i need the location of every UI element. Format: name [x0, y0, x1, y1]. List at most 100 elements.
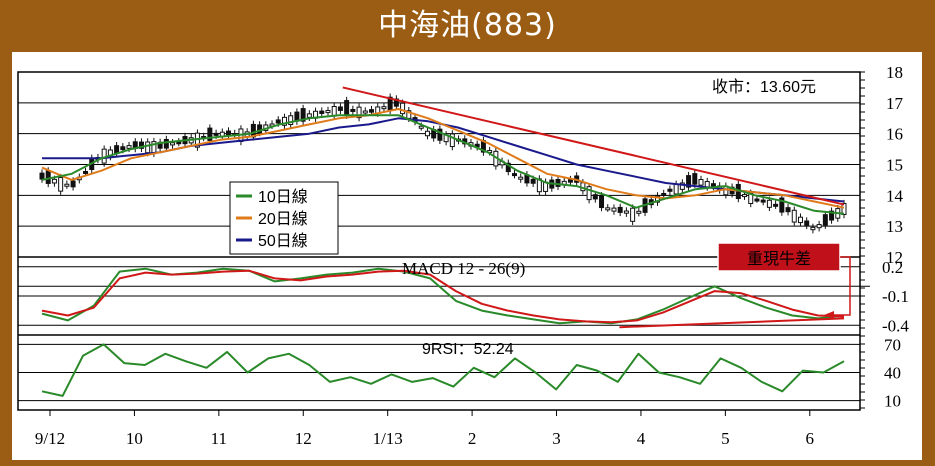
close-price-label: 收市：13.60元: [712, 78, 816, 96]
legend-label: 20日線: [258, 210, 308, 228]
candle: [692, 173, 698, 185]
page-title: 中海油(883): [378, 8, 557, 43]
candle: [275, 119, 281, 124]
x-tick-label: 2: [468, 429, 477, 448]
candle: [710, 183, 716, 188]
candle: [518, 176, 524, 180]
candle: [126, 145, 132, 149]
candle: [704, 181, 710, 188]
rsi-tick-label: 40: [884, 364, 901, 383]
candle: [617, 206, 623, 213]
candle: [163, 138, 169, 149]
candle: [226, 130, 232, 136]
candle: [779, 197, 785, 213]
annotation-pointer: [832, 256, 851, 316]
candle: [437, 128, 443, 141]
x-tick-label: 9/12: [35, 429, 65, 448]
candle: [362, 110, 368, 114]
candle: [567, 179, 573, 183]
price-trendline: [342, 86, 845, 206]
macd-tick-label: -0.4: [882, 316, 909, 335]
candle: [288, 115, 294, 125]
annotation-badge: [717, 242, 841, 272]
candle: [605, 207, 611, 211]
candle: [281, 116, 287, 126]
candle: [654, 195, 660, 203]
x-tick-label: 6: [806, 429, 815, 448]
candle: [766, 199, 772, 208]
candle: [58, 177, 64, 192]
x-tick-label: 10: [126, 429, 143, 448]
rsi-tick-label: 70: [884, 335, 901, 354]
candle: [449, 133, 455, 148]
legend-label: 10日線: [258, 188, 308, 206]
price-tick-label: 17: [886, 94, 904, 113]
candle: [39, 172, 45, 180]
candle: [45, 170, 51, 184]
candle: [773, 203, 779, 207]
rsi-line: [41, 343, 845, 397]
candle: [331, 106, 337, 117]
x-tick-label: 11: [211, 429, 227, 448]
annotation-arrowhead: [824, 311, 834, 319]
candle: [599, 195, 605, 209]
candle: [207, 127, 213, 141]
x-tick-label: 5: [721, 429, 730, 448]
rsi-title: 9RSI：52.24: [422, 341, 514, 358]
candle: [760, 199, 766, 203]
price-tick-label: 12: [886, 248, 903, 267]
candle: [673, 183, 679, 195]
candle: [381, 106, 387, 110]
candle: [511, 173, 517, 177]
candle: [145, 141, 151, 154]
candle: [83, 170, 89, 174]
candle: [300, 108, 306, 122]
candle: [636, 210, 642, 214]
candle: [586, 186, 592, 201]
candle: [822, 214, 828, 226]
candle: [555, 178, 561, 187]
candle: [611, 207, 617, 212]
candle: [70, 180, 76, 188]
candle: [661, 192, 667, 196]
price-tick-label: 14: [886, 186, 904, 205]
x-tick-label: 12: [295, 429, 312, 448]
candle: [797, 216, 803, 224]
candle: [816, 224, 822, 229]
price-tick-label: 15: [886, 156, 903, 175]
rsi-tick-label: 10: [884, 392, 901, 411]
candle: [810, 226, 816, 231]
candle: [530, 178, 536, 184]
candle: [785, 207, 791, 213]
price-tick-label: 13: [886, 217, 903, 236]
candle: [841, 203, 847, 216]
x-tick-label: 3: [552, 429, 561, 448]
candle: [742, 194, 748, 198]
candle: [686, 175, 692, 188]
candle: [337, 106, 343, 111]
candle: [400, 102, 406, 115]
candle: [424, 130, 430, 137]
candle: [257, 124, 263, 133]
annotation-label: 重現牛差: [747, 250, 811, 268]
candle: [791, 209, 797, 223]
candle: [213, 132, 219, 136]
x-tick-label: 4: [637, 429, 646, 448]
candle: [418, 125, 424, 129]
macd-title: MACD 12 - 26(9): [402, 259, 525, 278]
candle: [698, 179, 704, 186]
candle: [319, 110, 325, 114]
candle: [325, 110, 331, 114]
x-tick-label: 1/13: [373, 429, 403, 448]
candle: [679, 182, 685, 190]
candle: [667, 188, 673, 192]
ma10-line: [41, 114, 845, 215]
macd-tick-label: -0.1: [882, 287, 909, 306]
ma20-line: [41, 108, 845, 209]
candle: [64, 183, 70, 187]
signal-line: [41, 269, 845, 324]
legend-label: 50日線: [258, 232, 308, 250]
candle: [592, 194, 598, 200]
